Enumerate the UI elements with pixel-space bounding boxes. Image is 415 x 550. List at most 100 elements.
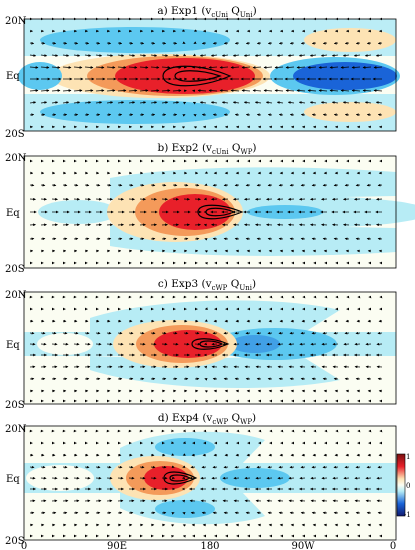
panel-a-wind-vectors-arrow (40, 54, 48, 57)
panel-a-wind-vectors-arrow (278, 113, 284, 117)
panel-a-wind-vectors-arrow (172, 101, 180, 104)
panel-a-wind-vectors-arrow (150, 113, 156, 117)
panel-a-shading (18, 19, 400, 131)
panel-a-wind-vectors-arrow (320, 101, 328, 104)
panel-a-wind-vectors-arrow (212, 113, 218, 117)
panel-a-wind-vectors-arrow (208, 66, 218, 69)
panel-a-wind-vectors-arrow (241, 66, 251, 69)
panel-a-wind-vectors-arrow (333, 113, 339, 117)
panel-d-ytick-20n: 20N (5, 424, 27, 435)
panel-a-wind-vectors-arrow (95, 41, 101, 45)
panel-a-wind-vectors-arrow (366, 41, 372, 45)
panel-a-wind-vectors-arrow (192, 53, 196, 57)
panel-a-wind-vectors-arrow (117, 113, 123, 117)
panel-a-wind-vectors-arrow (254, 101, 262, 104)
panel-a-wind-vectors-arrow (139, 66, 149, 69)
panel-a-wind-vectors-arrow (139, 54, 147, 57)
panel-a-wind-vectors-arrow (139, 89, 149, 92)
panel-a-wind-vectors-arrow (353, 101, 361, 104)
panel-a-wind-vectors-arrow (342, 101, 350, 104)
panel-a-wind-vectors-arrow (276, 101, 284, 104)
panel-d-title: d) Exp4 (vcWP QWP) (158, 412, 256, 426)
panel-a-wind-vectors-arrow (311, 41, 317, 45)
panel-a-wind-vectors-arrow (192, 101, 196, 105)
panel-a-wind-vectors-arrow (106, 41, 112, 45)
panel-a-wind-vectors-arrow (232, 54, 240, 57)
panel-a-wind-vectors-arrow (287, 101, 295, 104)
panel-a-wind-vectors-arrow (296, 89, 306, 92)
panel-a-wind-vectors-arrow (210, 101, 218, 104)
panel-a-wind-vectors-arrow (128, 66, 138, 69)
panel-a-wind-vectors-arrow (62, 66, 72, 69)
panel-a-wind-vectors-arrow (84, 54, 92, 57)
panel-a-wind-vectors-arrow (267, 41, 273, 45)
panel-a-wind-vectors-arrow (51, 41, 57, 45)
panel-a-wind-vectors-arrow (150, 101, 158, 104)
panel-a-wind-vectors-arrow (329, 89, 339, 92)
xtick-180: 180 (200, 541, 219, 550)
panel-a-wind-vectors-arrow (161, 41, 167, 45)
panel-a-wind-vectors-arrow (95, 101, 103, 104)
panel-a-wind-vectors-arrow (117, 66, 127, 69)
panel-b: b) Exp2 (vcUni QWP) 20N Eq 20S (5, 142, 415, 275)
panel-a-wind-vectors-arrow (377, 113, 383, 117)
colorbar-scale (396, 453, 406, 517)
panel-a-wind-vectors-arrow (245, 41, 251, 45)
panel-a-wind-vectors-arrow (40, 89, 50, 92)
panel-a-wind-vectors-arrow (344, 41, 350, 45)
panel-a-wind-vectors-arrow (84, 89, 94, 92)
panel-a-wind-vectors-arrow (377, 41, 383, 45)
panel-a-wind-vectors-arrow (161, 101, 169, 104)
panel-a-wind-vectors-arrow (318, 89, 328, 92)
panel-a-wind-vectors-arrow (278, 41, 284, 45)
panel-d-wind-vectors (29, 429, 383, 538)
panel-a-wind-vectors-arrow (150, 66, 160, 69)
panel-a-wind-vectors-arrow (309, 101, 317, 104)
panel-a-wind-vectors-arrow (289, 113, 295, 117)
panel-a-wind-vectors-arrow (197, 89, 207, 92)
panel-a-wind-vectors-arrow (311, 113, 317, 117)
panel-a-wind-vectors-arrow (73, 101, 81, 104)
panel-a-wind-vectors-arrow (84, 41, 90, 45)
panel-a-wind-vectors-arrow (172, 113, 178, 117)
panel-c-ytick-eq: Eq (6, 340, 20, 351)
panel-a-wind-vectors-arrow (351, 66, 361, 69)
panel-a-wind-vectors-arrow (150, 54, 158, 57)
panel-a-wind-vectors-arrow (182, 114, 186, 117)
panel-a-wind-vectors-arrow (274, 66, 284, 69)
panel-a-wind-vectors-arrow (95, 54, 103, 57)
panel-a-wind-vectors-arrow (340, 89, 350, 92)
panel-a-wind-vectors-arrow (364, 54, 372, 57)
panel-a-wind-vectors-arrow (355, 113, 361, 117)
panel-a-wind-vectors-arrow (51, 54, 59, 57)
panel-a-wind-vectors-arrow (95, 113, 101, 117)
panel-a-wind-vectors-arrow (128, 101, 136, 104)
panel-a-wind-vectors-arrow (29, 101, 37, 104)
panel-a-wind-vectors-arrow (172, 89, 182, 92)
panel-a-wind-vectors-arrow (375, 54, 383, 57)
panel-a-wind-vectors-arrow (139, 41, 145, 45)
panel-a-wind-vectors-arrow (40, 101, 48, 104)
colorbar: 1 0 -1 (396, 453, 411, 519)
panel-a-wind-vectors-arrow (62, 101, 70, 104)
panel-a-wind-vectors-arrow (84, 113, 90, 117)
panel-a-wind-vectors-arrow (117, 41, 123, 45)
panel-a-wind-vectors-arrow (201, 113, 207, 117)
panel-a-wind-vectors-arrow (29, 66, 39, 69)
panel-a-wind-vectors-arrow (285, 89, 295, 92)
panel-a-wind-vectors-arrow (230, 66, 240, 69)
panel-a-wind-vectors-arrow (241, 89, 251, 92)
panel-a-wind-vectors-arrow (106, 113, 112, 117)
panel-b-wind-vectors (29, 159, 383, 265)
panel-a-wind-vectors-arrow (230, 89, 240, 92)
x-axis: 0 90E 180 90W 0 (21, 541, 396, 550)
panel-a-wind-vectors-arrow (256, 113, 262, 117)
panel-a-wind-vectors-arrow (95, 89, 105, 92)
panel-a-wind-vectors-arrow (320, 54, 328, 57)
xtick-90e: 90E (107, 541, 127, 550)
panel-a-wind-vectors-arrow (322, 113, 328, 117)
panel-a-wind-vectors-arrow (192, 89, 196, 93)
xtick-0-right: 0 (390, 541, 396, 550)
panel-c-frame (23, 291, 397, 405)
